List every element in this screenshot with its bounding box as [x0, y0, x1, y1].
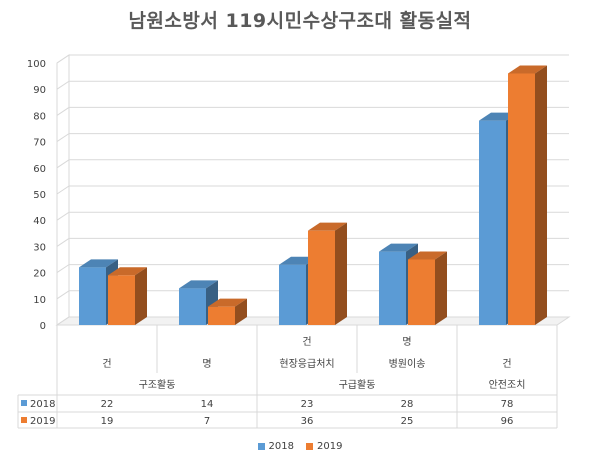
category-label: 건 [302, 336, 311, 348]
bar-side [135, 267, 147, 325]
table-series-label: 2019 [30, 416, 55, 427]
category-label: 명 [402, 336, 411, 348]
table-cell: 96 [501, 416, 514, 427]
bar-2019-0 [108, 267, 147, 325]
category-label: 명 [202, 358, 211, 370]
bar-top [408, 251, 447, 260]
bar-side [335, 222, 347, 325]
category-group-label: 구조활동 [139, 378, 176, 391]
bar-front [408, 259, 435, 325]
y-tick-label: 100 [27, 59, 46, 70]
bar-front [208, 306, 235, 325]
table-cell: 25 [401, 416, 414, 427]
bar-top [379, 243, 418, 252]
gridline [56, 54, 569, 64]
y-tick-label: 70 [33, 138, 46, 149]
y-tick-label: 50 [33, 190, 46, 201]
table-legend-key [21, 400, 27, 406]
bar-front [179, 288, 206, 325]
legend-swatch [306, 443, 313, 450]
bar-top [108, 267, 147, 276]
gridline [56, 185, 569, 195]
bar-side [435, 251, 447, 325]
table-cell: 28 [401, 399, 414, 410]
table-cell: 7 [204, 416, 210, 427]
gridline [56, 159, 569, 169]
legend: 2018 2019 [0, 441, 600, 453]
bar-top [208, 298, 247, 307]
y-tick-label: 20 [33, 269, 46, 280]
legend-label: 2018 [268, 441, 294, 452]
table-cell: 22 [101, 399, 114, 410]
table-cell: 23 [301, 399, 314, 410]
legend-item: 2018 [257, 441, 294, 452]
gridline [56, 133, 569, 143]
bar-front [108, 275, 135, 325]
bar-top [508, 65, 547, 74]
bar-front [479, 120, 506, 325]
y-tick-label: 90 [33, 85, 46, 96]
y-tick-label: 60 [33, 164, 46, 175]
bar-front [508, 73, 535, 325]
y-tick-label: 30 [33, 242, 46, 253]
bar-2019-4 [508, 65, 547, 325]
y-tick-label: 40 [33, 216, 46, 227]
gridline [56, 237, 569, 247]
gridline [56, 211, 569, 221]
category-sublabel: 현장응급처치 [279, 358, 334, 370]
legend-item: 2019 [306, 441, 342, 452]
y-tick-label: 80 [33, 111, 46, 122]
category-group-label: 안전조치 [489, 379, 526, 391]
bar-side [235, 298, 247, 325]
category-sublabel: 병원이송 [389, 358, 426, 370]
bar-top [308, 222, 347, 231]
table-cell: 14 [201, 399, 214, 410]
legend-swatch [257, 443, 265, 450]
bar-front [308, 230, 335, 325]
bar-2019-3 [408, 251, 447, 325]
category-label: 건 [502, 358, 511, 370]
bar-side [535, 65, 547, 325]
bar-front [79, 267, 106, 325]
category-group-label: 구급활동 [339, 378, 376, 391]
y-tick-label: 0 [40, 321, 46, 332]
table-cell: 36 [301, 416, 314, 427]
y-tick-label: 10 [33, 295, 46, 306]
legend-label: 2019 [317, 441, 343, 452]
bar-top [179, 280, 218, 289]
table-cell: 78 [501, 399, 514, 410]
bar-2019-1 [208, 298, 247, 325]
bar-front [279, 264, 306, 325]
table-series-label: 2018 [30, 399, 55, 410]
table-legend-key [21, 417, 27, 423]
table-cell: 19 [101, 416, 114, 427]
bar-front [379, 251, 406, 325]
chart-title: 남원소방서 119시민수상구조대 활동실적 [128, 10, 472, 32]
bar-top [79, 259, 118, 268]
gridline [56, 106, 569, 116]
category-label: 건 [102, 358, 111, 370]
gridline [56, 80, 569, 90]
bar-2019-2 [308, 222, 347, 325]
